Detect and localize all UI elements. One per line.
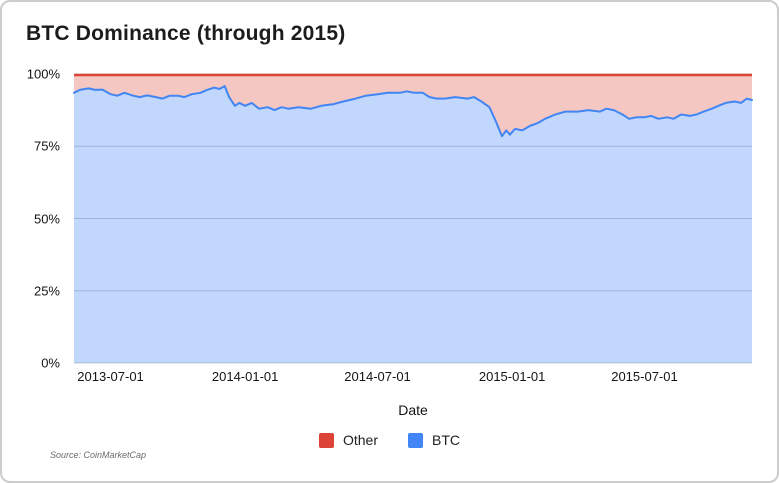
source-note: Source: CoinMarketCap: [50, 450, 147, 460]
x-tick-label: 2014-01-01: [211, 369, 279, 384]
x-tick-label: 2014-07-01: [344, 369, 411, 384]
chart-title: BTC Dominance (through 2015): [26, 22, 346, 45]
legend-other-label: Other: [342, 432, 378, 448]
legend-other-swatch: [318, 432, 334, 448]
x-tick-label: 2013-07-01: [77, 369, 144, 384]
legend-item-other: Other: [318, 432, 378, 448]
x-tick-label: 2015-07-01: [611, 369, 678, 384]
other-area: [74, 74, 752, 137]
x-axis: 2013-07-01 2014-01-01 2014-07-01 2015-01-01…: [74, 369, 752, 387]
y-tick-label: 75%: [33, 138, 60, 154]
y-tick-label: 100%: [26, 66, 60, 82]
y-tick-label: 0%: [41, 355, 60, 371]
btc-area: [74, 86, 752, 363]
y-tick-label: 25%: [33, 283, 60, 299]
legend-btc-label: BTC: [432, 432, 460, 448]
legend-item-btc: BTC: [408, 432, 460, 448]
y-axis: 0% 25% 50% 75% 100%: [2, 67, 66, 371]
btc-series-line: [73, 85, 753, 138]
plot-area: [73, 73, 753, 364]
chart-legend: Other BTC: [2, 432, 777, 448]
x-axis-title: Date: [398, 402, 428, 418]
dominance-area-chart: [73, 73, 753, 364]
legend-btc-swatch: [408, 432, 423, 448]
y-tick-label: 50%: [33, 211, 60, 226]
x-tick-label: 2015-01-01: [478, 369, 546, 384]
